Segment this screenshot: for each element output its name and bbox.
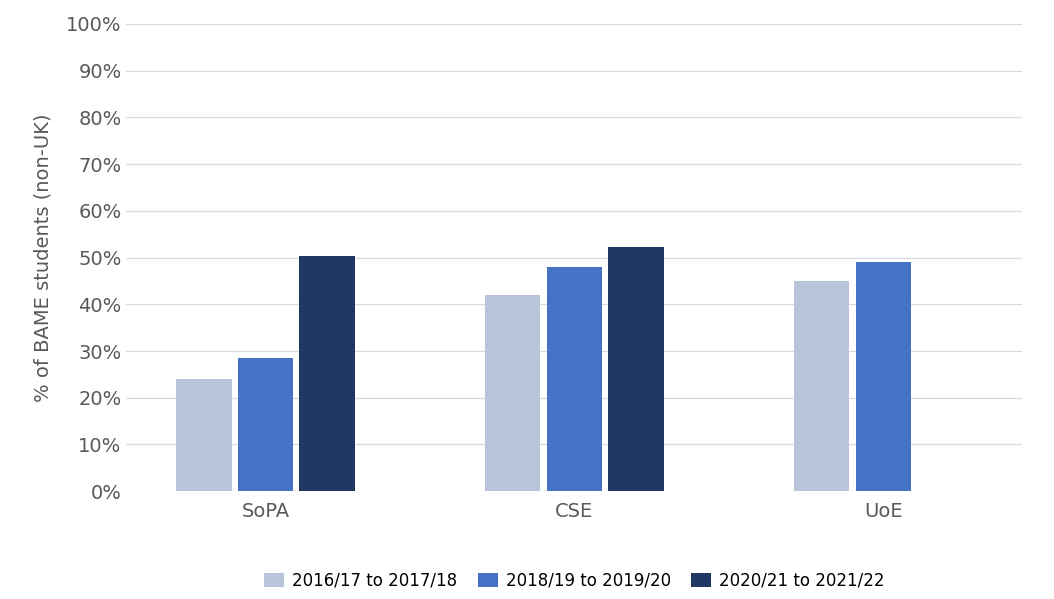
Bar (299, 256, 355, 491)
Bar (794, 281, 850, 491)
Bar (238, 358, 293, 491)
Bar (485, 295, 541, 491)
Bar (547, 267, 602, 491)
Legend: 2016/17 to 2017/18, 2018/19 to 2019/20, 2020/21 to 2021/22: 2016/17 to 2017/18, 2018/19 to 2019/20, … (257, 565, 892, 596)
Y-axis label: % of BAME students (non-UK): % of BAME students (non-UK) (34, 113, 53, 402)
Bar (856, 262, 911, 491)
Bar (608, 247, 664, 491)
Bar (176, 379, 232, 491)
